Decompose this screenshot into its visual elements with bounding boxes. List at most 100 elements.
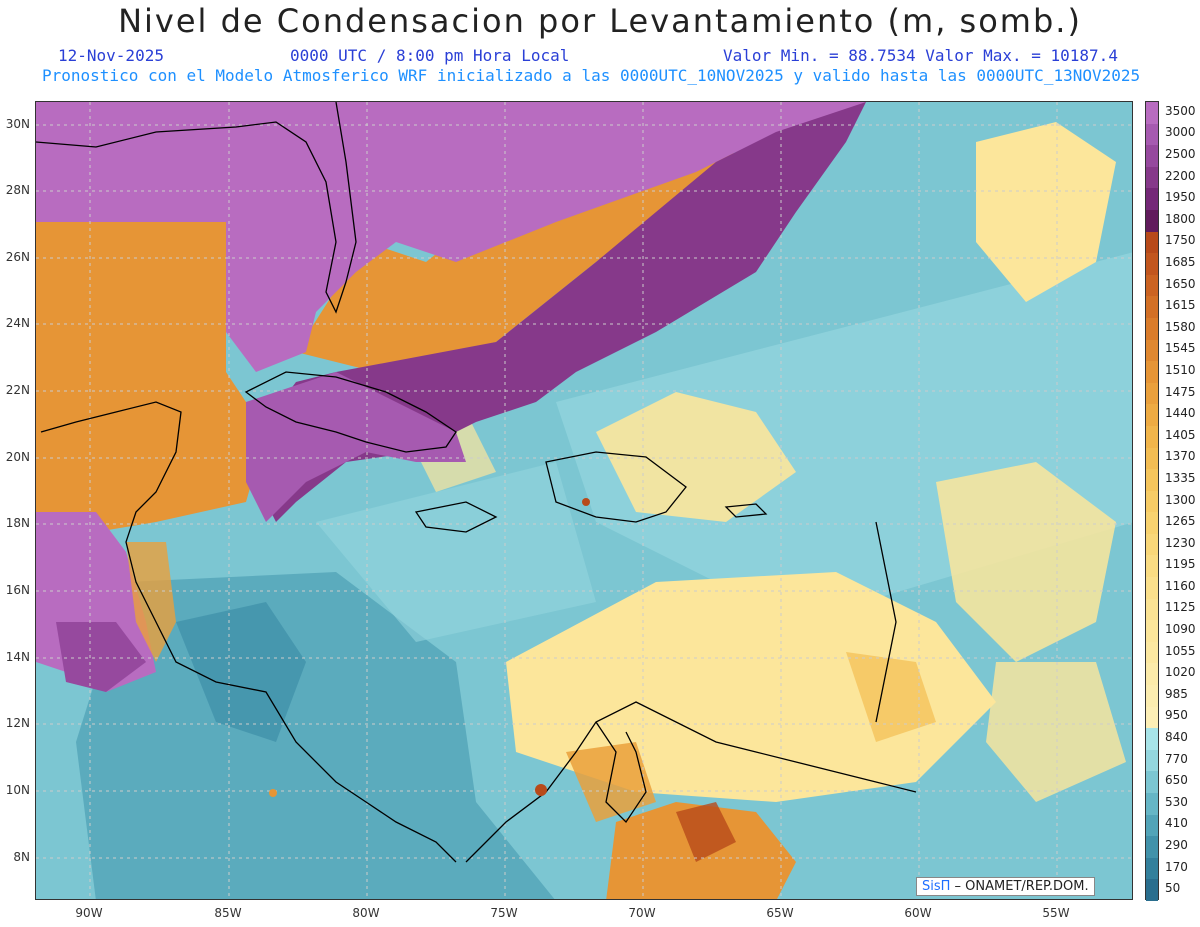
coastlines bbox=[36, 102, 917, 863]
colorbar-segment bbox=[1146, 577, 1158, 600]
colorbar-label: 3500 bbox=[1165, 103, 1196, 118]
colorbar-segment bbox=[1146, 274, 1158, 297]
colorbar-segment bbox=[1146, 641, 1158, 664]
colorbar-label: 1335 bbox=[1165, 470, 1196, 485]
forecast-date: 12-Nov-2025 bbox=[58, 46, 164, 65]
colorbar-label: 1800 bbox=[1165, 211, 1196, 226]
colorbar-segment bbox=[1146, 231, 1158, 254]
colorbar-segment bbox=[1146, 857, 1158, 880]
yellow-north-hispaniola bbox=[596, 392, 796, 522]
min-max-values: Valor Min. = 88.7534 Valor Max. = 10187.… bbox=[723, 46, 1118, 65]
lon-label: 80W bbox=[352, 906, 380, 920]
colorbar-label: 770 bbox=[1165, 751, 1188, 766]
lat-label: 8N bbox=[13, 850, 30, 864]
orange-dark-venezuela bbox=[676, 802, 736, 862]
lat-label: 10N bbox=[5, 783, 30, 797]
lat-label: 16N bbox=[5, 583, 30, 597]
colorbar-segment bbox=[1146, 253, 1158, 276]
model-info: Pronostico con el Modelo Atmosferico WRF… bbox=[42, 66, 1141, 85]
colorbar-label: 1950 bbox=[1165, 190, 1196, 205]
colorbar-segment bbox=[1146, 123, 1158, 146]
colorbar-segment bbox=[1146, 188, 1158, 211]
lat-label: 24N bbox=[5, 316, 30, 330]
colorbar-label: 1685 bbox=[1165, 254, 1196, 269]
colorbar-label: 50 bbox=[1165, 881, 1181, 896]
yellow-southeast bbox=[986, 662, 1126, 802]
colorbar-segment bbox=[1146, 490, 1158, 513]
purple-dark-guatemala bbox=[56, 622, 146, 692]
colorbar-segment bbox=[1146, 361, 1158, 384]
lon-label: 60W bbox=[904, 906, 932, 920]
purple-north bbox=[36, 102, 866, 372]
orange-maracaibo bbox=[566, 742, 656, 822]
colorbar-label: 1020 bbox=[1165, 665, 1196, 680]
colorbar-label: 410 bbox=[1165, 816, 1188, 831]
orange-mexico bbox=[36, 222, 266, 532]
colorbar-segment bbox=[1146, 209, 1158, 233]
colorbar-label: 1440 bbox=[1165, 406, 1196, 421]
colorbar-segment bbox=[1146, 749, 1158, 772]
colorbar-segment bbox=[1146, 296, 1158, 319]
colorbar-segment bbox=[1146, 145, 1158, 168]
colorbar-label: 1370 bbox=[1165, 449, 1196, 464]
colorbar-label: 170 bbox=[1165, 859, 1188, 874]
lat-label: 30N bbox=[5, 117, 30, 131]
colorbar-segment bbox=[1146, 102, 1158, 125]
colorbar-segment bbox=[1146, 469, 1158, 492]
colorbar bbox=[1145, 101, 1159, 902]
colorbar-segment bbox=[1146, 814, 1158, 837]
colorbar-label: 1090 bbox=[1165, 622, 1196, 637]
lat-label: 18N bbox=[5, 516, 30, 530]
colorbar-label: 650 bbox=[1165, 773, 1188, 788]
colorbar-label: 1265 bbox=[1165, 514, 1196, 529]
colorbar-label: 950 bbox=[1165, 708, 1188, 723]
colorbar-segment bbox=[1146, 382, 1158, 405]
lat-label: 12N bbox=[5, 716, 30, 730]
colorbar-label: 840 bbox=[1165, 730, 1188, 745]
colorbar-label: 1545 bbox=[1165, 341, 1196, 356]
colorbar-label: 1230 bbox=[1165, 535, 1196, 550]
colorbar-label: 530 bbox=[1165, 794, 1188, 809]
lat-label: 22N bbox=[5, 383, 30, 397]
hotspot-hispaniola bbox=[582, 498, 590, 506]
hotspot-costa-rica bbox=[269, 789, 277, 797]
colorbar-label: 2500 bbox=[1165, 146, 1196, 161]
lat-label: 14N bbox=[5, 650, 30, 664]
colorbar-label: 2200 bbox=[1165, 168, 1196, 183]
colorbar-segment bbox=[1146, 793, 1158, 816]
colorbar-segment bbox=[1146, 598, 1158, 621]
credit-text: – ONAMET/REP.DOM. bbox=[950, 879, 1089, 894]
yellow-east bbox=[936, 462, 1116, 662]
ocean-dark-nicaragua bbox=[176, 602, 306, 742]
lon-label: 75W bbox=[490, 906, 518, 920]
lat-label: 20N bbox=[5, 450, 30, 464]
forecast-time: 0000 UTC / 8:00 pm Hora Local bbox=[290, 46, 570, 65]
grid-lines bbox=[36, 102, 1132, 899]
orange-caribbean bbox=[846, 652, 936, 742]
lon-label: 90W bbox=[75, 906, 103, 920]
colorbar-segment bbox=[1146, 663, 1158, 686]
map-svg bbox=[36, 102, 1132, 899]
lon-label: 70W bbox=[628, 906, 656, 920]
colorbar-segment bbox=[1146, 771, 1158, 794]
colorbar-segment bbox=[1146, 425, 1158, 448]
credit-brand: SisΠ bbox=[922, 879, 951, 894]
lon-label: 65W bbox=[766, 906, 794, 920]
yellow-northeast bbox=[976, 122, 1116, 302]
colorbar-segment bbox=[1146, 339, 1158, 362]
colorbar-label: 985 bbox=[1165, 686, 1188, 701]
credit-box: SisΠ – ONAMET/REP.DOM. bbox=[916, 877, 1095, 896]
orange-belize bbox=[126, 542, 176, 662]
colorbar-segment bbox=[1146, 533, 1158, 556]
colorbar-segment bbox=[1146, 447, 1158, 470]
colorbar-segment bbox=[1146, 879, 1158, 902]
colorbar-label: 290 bbox=[1165, 838, 1188, 852]
map-panel[interactable] bbox=[35, 101, 1133, 900]
colorbar-label: 1405 bbox=[1165, 427, 1196, 442]
colorbar-label: 1055 bbox=[1165, 643, 1196, 658]
colorbar-segment bbox=[1146, 404, 1158, 427]
colorbar-label: 1300 bbox=[1165, 492, 1196, 507]
colorbar-label: 1195 bbox=[1165, 557, 1196, 572]
colorbar-label: 1510 bbox=[1165, 362, 1196, 377]
colorbar-segment bbox=[1146, 166, 1158, 189]
